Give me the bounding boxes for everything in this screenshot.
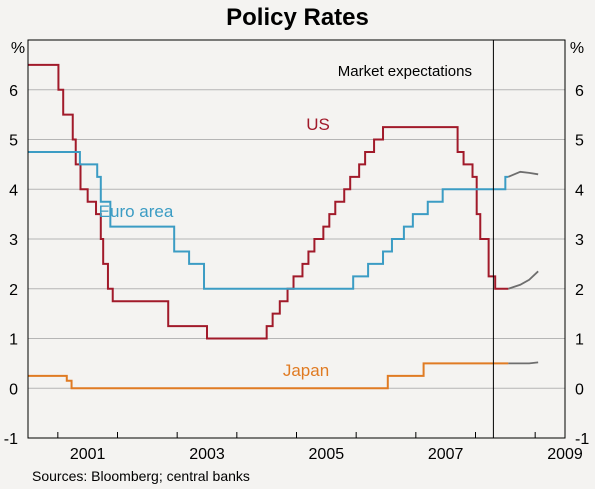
expectation-line-5	[508, 361, 539, 365]
y-axis-label-left: %	[11, 40, 25, 57]
x-tick-label: 2003	[189, 446, 225, 463]
y-tick-label-left: 2	[9, 282, 18, 299]
y-tick-label-left: 1	[9, 332, 18, 349]
y-tick-label-left: -1	[4, 431, 18, 448]
y-tick-label-right: 5	[575, 133, 584, 150]
series-label-japan: Japan	[283, 361, 329, 380]
y-tick-label-right: 2	[575, 282, 584, 299]
axis-layer: -1 -1 0 0 1 1 2 2 3 3 4 4 5 5 6 6 2001 2003 2005 2007 2009	[4, 39, 589, 463]
expectation-line-4	[508, 270, 539, 290]
y-tick-label-left: 4	[9, 182, 18, 199]
y-tick-label-right: 1	[575, 332, 584, 349]
y-axis-label-right: %	[570, 40, 584, 57]
y-tick-label-right: 6	[575, 83, 584, 100]
y-tick-label-left: 3	[9, 232, 18, 249]
y-tick-label-left: 5	[9, 133, 18, 150]
market-expectations-annotation: Market expectations	[338, 63, 472, 80]
expectation-line-3	[507, 170, 539, 178]
y-tick-label-left: 6	[9, 83, 18, 100]
x-tick-label: 2007	[428, 446, 464, 463]
y-tick-label-right: 3	[575, 232, 584, 249]
x-tick-label: 2001	[70, 446, 106, 463]
source-note: Sources: Bloomberg; central banks	[32, 468, 250, 484]
x-tick-label: 2005	[309, 446, 345, 463]
y-tick-label-right: -1	[575, 431, 589, 448]
y-tick-label-right: 0	[575, 381, 584, 398]
chart-title: Policy Rates	[226, 4, 369, 31]
x-tick-label: 2009	[547, 446, 583, 463]
series-us	[28, 63, 509, 340]
series-japan	[28, 362, 509, 390]
y-tick-label-right: 4	[575, 182, 584, 199]
series-layer	[28, 63, 539, 390]
series-euro-area	[28, 150, 509, 290]
series-label-us: US	[306, 115, 330, 134]
y-tick-label-left: 0	[9, 381, 18, 398]
series-label-euro-area: Euro area	[99, 202, 174, 221]
